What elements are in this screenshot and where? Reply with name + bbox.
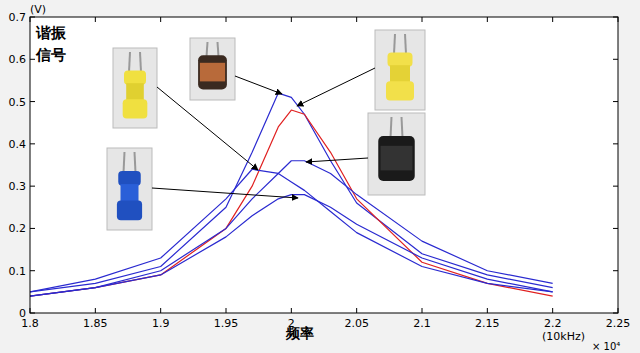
lead <box>218 42 219 57</box>
x-axis-label: 频率 <box>285 325 314 341</box>
inductor-photo <box>190 38 235 100</box>
inductor-body <box>198 55 227 89</box>
y-tick-label: 0.5 <box>9 96 27 109</box>
inductor-photo <box>375 30 425 110</box>
x-tick <box>487 17 488 22</box>
x-tick-label: 1.85 <box>83 317 108 330</box>
y-tick <box>30 270 35 271</box>
photo-frame <box>190 38 235 100</box>
x-tick <box>226 17 227 22</box>
x-tick <box>422 308 423 313</box>
y-tick-label: 0.6 <box>9 53 27 66</box>
pointer-arrow <box>157 87 258 170</box>
inductor-body <box>117 200 142 220</box>
lead <box>391 117 392 138</box>
x-tick-label: 1.95 <box>214 317 239 330</box>
inductor-body <box>390 65 410 83</box>
x-tick <box>226 308 227 313</box>
lead <box>124 152 125 173</box>
lead <box>402 117 403 138</box>
pointer-arrow <box>297 68 375 106</box>
plot-area <box>30 17 618 313</box>
y-tick <box>613 143 618 144</box>
y-tick <box>30 59 35 60</box>
lead <box>135 152 136 173</box>
x-tick <box>356 17 357 22</box>
x-tick <box>95 17 96 22</box>
pointer-arrow <box>152 188 298 198</box>
lead <box>129 52 130 72</box>
inductor-body <box>378 136 414 181</box>
lead <box>140 52 141 72</box>
photo-frame <box>113 48 157 128</box>
photo-frame <box>375 30 425 110</box>
photo-frame <box>107 148 152 230</box>
inductor-photo <box>113 48 157 128</box>
x-tick <box>95 308 96 313</box>
y-tick <box>613 228 618 229</box>
x-tick <box>422 17 423 22</box>
y-axis-label: (V) <box>30 3 46 16</box>
lead <box>394 34 395 54</box>
x-tick-label: 2.2 <box>544 317 562 330</box>
annotation: × 10⁴ <box>592 341 620 352</box>
x-tick-label: 2.25 <box>606 317 631 330</box>
inductor-body <box>118 171 141 186</box>
x-tick-label: 2.15 <box>475 317 500 330</box>
lead <box>405 34 406 54</box>
inductor-body <box>126 83 144 101</box>
y-tick <box>30 228 35 229</box>
pointer-arrow <box>306 158 368 162</box>
x-tick <box>487 308 488 313</box>
x-tick-label: 2.1 <box>413 317 431 330</box>
chart: 1.81.851.91.9522.052.12.152.22.2500.10.2… <box>0 0 640 353</box>
x-tick <box>160 308 161 313</box>
x-tick <box>160 17 161 22</box>
x-tick <box>291 17 292 22</box>
y-tick <box>30 101 35 102</box>
lead <box>207 42 208 57</box>
y-tick-label: 0.7 <box>9 11 27 24</box>
series-line <box>30 110 553 296</box>
x-tick <box>552 17 553 22</box>
photo-frame <box>368 113 425 195</box>
annotation: 信号 <box>35 46 66 64</box>
annotation: (10kHz) <box>542 330 585 343</box>
x-tick <box>356 308 357 313</box>
inductor-body <box>123 99 148 118</box>
inductor-coil <box>200 63 225 82</box>
pointer-arrow <box>235 76 282 94</box>
y-tick <box>613 270 618 271</box>
y-tick-label: 0.4 <box>9 138 27 151</box>
y-tick <box>30 186 35 187</box>
inductor-photo <box>107 148 152 230</box>
background <box>0 0 640 353</box>
y-tick-label: 0.3 <box>9 180 27 193</box>
inductor-body <box>121 184 139 202</box>
y-tick <box>613 59 618 60</box>
y-tick-label: 0.2 <box>9 222 27 235</box>
inductor-photo <box>368 113 425 195</box>
plot-frame <box>30 17 618 313</box>
inductor-body <box>124 70 146 84</box>
x-tick <box>291 308 292 313</box>
inductor-body <box>386 81 414 100</box>
y-tick-label: 0.1 <box>9 265 27 278</box>
x-tick-label: 2.05 <box>344 317 369 330</box>
x-tick-label: 1.9 <box>152 317 170 330</box>
series-group <box>30 93 553 296</box>
inductor-coil <box>381 146 413 171</box>
x-tick <box>552 308 553 313</box>
y-tick <box>613 186 618 187</box>
y-tick-label: 0 <box>19 307 26 320</box>
series-line <box>30 93 553 292</box>
y-tick <box>30 143 35 144</box>
inductor-body <box>388 52 413 66</box>
annotation: 谐振 <box>35 24 67 42</box>
y-tick <box>613 101 618 102</box>
